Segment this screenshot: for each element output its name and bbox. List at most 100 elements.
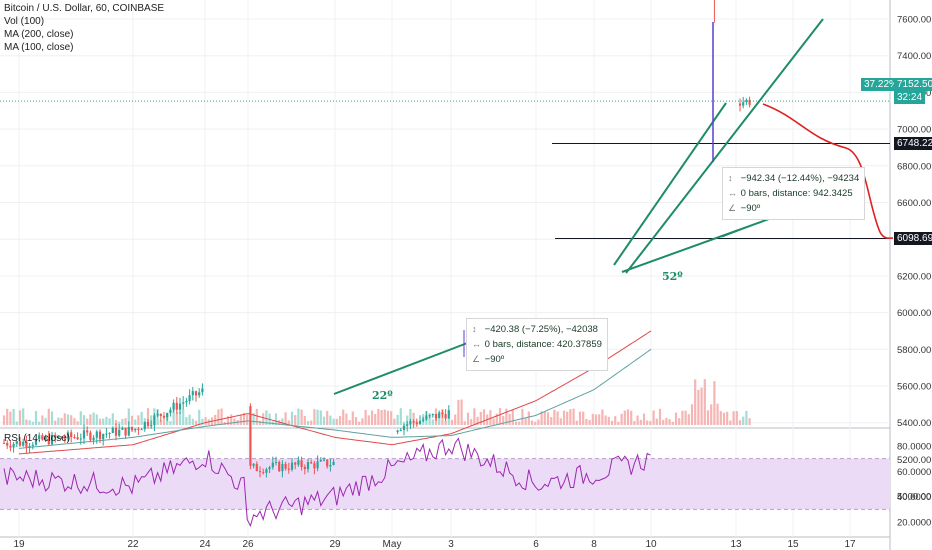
ma200-legend[interactable]: MA (200, close) [4,29,74,40]
candle-body [114,427,118,436]
volume-bar [479,411,482,425]
candle-body [146,422,150,426]
candle-body [111,427,114,434]
candle-body [326,459,329,467]
volume-bar [716,403,719,425]
volume-bar [450,419,454,425]
y-tick-label: 6200.00 [897,271,931,282]
x-tick-label: 24 [199,539,211,550]
symbol-legend[interactable]: Bitcoin / U.S. Dollar, 60, COINBASE [4,3,165,14]
volume-bar [239,415,242,425]
x-tick-label: 3 [448,539,454,550]
volume-bar [41,415,44,425]
volume-bar [265,410,268,425]
volume-bar [50,411,54,425]
measure-box-upper[interactable]: ↕ −942.34 (−12.44%), −94234 ↔ 0 bars, di… [722,167,866,220]
volume-bar [460,399,463,425]
x-tick-label: 26 [242,539,254,550]
level-high-tag: 6748.22 [894,137,932,150]
volume-bar [502,416,505,425]
volume-bar [258,420,262,425]
volume-bar [546,412,550,425]
rsi-pane [0,437,890,528]
volume-bar [111,413,114,425]
volume-bar [25,419,28,425]
candle-body [156,413,159,416]
x-tick-label: 6 [533,539,539,550]
volume-bar [82,415,86,425]
measure-change: −420.38 (−7.25%), −42038 [484,324,598,335]
volume-bar [194,420,198,425]
volume-bar [54,420,57,425]
volume-bar [518,421,521,425]
candle-body [118,429,121,436]
candle-body [444,414,447,419]
measure-box-lower[interactable]: ↕ −420.38 (−7.25%), −42038 ↔ 0 bars, dis… [466,318,608,371]
candle-body [153,415,156,426]
candle-body [143,422,146,430]
measure-change: −942.34 (−12.44%), −94234 [740,173,860,184]
rsi-band [0,458,890,510]
volume-bar [444,421,447,425]
x-tick-label: 15 [787,539,799,550]
volume-bar [22,408,25,425]
candle-body [274,461,278,463]
volume-bar [454,414,457,425]
volume-bar [319,410,322,425]
candle-body [182,402,185,404]
volume-bar [585,418,588,425]
candle-body [15,441,18,444]
volume-bar [127,408,130,425]
volume-bar [108,418,111,425]
y-tick-label: 6000.00 [897,308,931,319]
volume-bar [457,399,460,425]
drawings[interactable] [0,18,894,395]
volume-bar [175,412,178,425]
volume-bar [406,415,409,425]
volume-bar [482,409,486,425]
volume-bar [700,387,703,425]
candle-body [60,436,63,439]
volume-bar [121,419,124,425]
candle-body [447,410,450,419]
candle-body [66,432,70,439]
volume-bar [553,409,556,425]
volume-bar [607,416,610,425]
volume-bar [492,418,495,425]
candle-body [418,420,422,424]
price-range-icon: ↕ [728,173,733,183]
candle-body [178,403,182,410]
candle-body [34,439,38,445]
volume-bar [550,417,553,425]
y-tick-label: 5600.00 [897,382,931,393]
volume-legend[interactable]: Vol (100) [4,16,45,27]
rsi-legend[interactable]: RSI (14, close) [4,433,71,444]
volume-bar [60,417,63,425]
candle-body [329,465,332,467]
volume-bar [342,409,345,425]
candle-body [137,428,140,430]
volume-bar [575,420,578,425]
volume-bar [582,411,585,425]
volume-bar [118,421,121,425]
volume-bar [556,411,559,425]
candle-body [745,99,748,103]
candle-body [172,402,175,410]
volume-bar [76,421,79,425]
volume-bar [383,409,386,425]
volume-bar [662,419,665,425]
ma100-legend[interactable]: MA (100, close) [4,42,74,53]
volume-bar [172,409,175,425]
candle-body [265,469,268,473]
volume-bar [217,409,220,425]
volume-bar [300,409,303,425]
candle-body [281,463,284,472]
candle-body [54,434,57,438]
trend-line [333,341,471,395]
volume-bar [18,410,22,425]
trendline-angle-label: 22º [372,389,393,402]
volume-bar [198,409,201,425]
volume-bar [92,412,95,425]
candle-body [748,99,751,105]
